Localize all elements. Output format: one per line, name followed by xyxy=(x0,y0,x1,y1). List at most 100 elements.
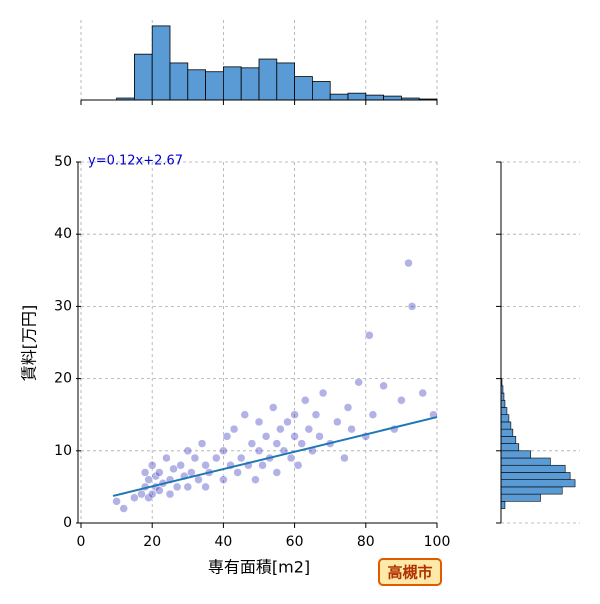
point xyxy=(155,468,164,477)
point xyxy=(147,489,157,499)
y-tick-label: 40 xyxy=(54,226,72,242)
hist-bar xyxy=(500,486,563,495)
point xyxy=(219,446,228,456)
point xyxy=(365,331,374,340)
point xyxy=(155,486,164,495)
hist-bar xyxy=(187,69,207,101)
point xyxy=(172,482,182,492)
point xyxy=(283,417,292,427)
hist-bar xyxy=(329,93,349,101)
hist-bar xyxy=(500,450,531,459)
point xyxy=(368,410,378,419)
point xyxy=(144,493,153,502)
hist-bar xyxy=(500,479,576,488)
point xyxy=(165,489,175,499)
point xyxy=(240,410,250,419)
x-tick-label: 0 xyxy=(77,534,86,550)
point xyxy=(293,460,303,470)
hist-bar xyxy=(500,443,520,452)
point xyxy=(212,453,221,463)
point xyxy=(304,424,314,434)
point xyxy=(379,381,388,391)
badge-box xyxy=(378,558,442,586)
hist-bar xyxy=(500,407,508,416)
y-tick-label: 20 xyxy=(54,371,72,387)
point xyxy=(222,432,232,441)
point xyxy=(311,410,321,419)
hist-bar xyxy=(500,464,566,473)
point xyxy=(397,396,406,405)
point xyxy=(130,493,139,502)
point xyxy=(251,475,260,484)
point xyxy=(236,453,246,463)
hist-bar xyxy=(311,81,331,101)
y-tick-label: 50 xyxy=(54,154,72,170)
x-tick-label: 20 xyxy=(143,534,161,550)
x-axis-label: 専有面積[m2] xyxy=(208,558,310,577)
point xyxy=(354,377,363,387)
point xyxy=(318,388,328,398)
point xyxy=(276,424,285,434)
hist-bar xyxy=(294,76,313,101)
point xyxy=(176,460,185,470)
badge: 高槻市 xyxy=(387,564,432,582)
regression-line xyxy=(112,416,438,497)
point xyxy=(219,475,228,484)
point xyxy=(194,475,203,484)
hist-bar xyxy=(500,472,571,480)
hist-bar xyxy=(500,428,514,437)
point xyxy=(340,453,349,463)
point xyxy=(229,424,239,434)
hist-bar xyxy=(500,436,517,444)
hist-bar xyxy=(500,421,512,430)
hist-bar xyxy=(276,62,295,101)
point xyxy=(272,439,282,448)
point xyxy=(144,475,153,484)
hist-bar xyxy=(169,62,189,101)
point xyxy=(333,417,342,427)
point xyxy=(201,482,210,492)
point xyxy=(315,432,324,441)
point xyxy=(147,460,157,470)
hist-bar xyxy=(500,493,541,502)
point xyxy=(290,410,299,419)
x-tick-label: 80 xyxy=(357,534,375,550)
point xyxy=(162,453,171,463)
point xyxy=(201,460,210,470)
hist-bar xyxy=(383,95,402,101)
hist-bar xyxy=(500,414,510,423)
point xyxy=(247,439,257,448)
point xyxy=(197,439,207,448)
hist-bar xyxy=(133,53,153,101)
point xyxy=(297,439,306,448)
hist-bar xyxy=(151,25,171,101)
point xyxy=(290,432,299,441)
point xyxy=(254,446,264,456)
hist-bar xyxy=(205,71,224,101)
point xyxy=(404,258,413,268)
point xyxy=(261,432,271,441)
hist-bar xyxy=(240,67,260,101)
point xyxy=(268,403,278,412)
point xyxy=(169,464,178,474)
point xyxy=(418,388,428,398)
hist-bar xyxy=(347,92,367,101)
point xyxy=(286,453,296,463)
point xyxy=(190,453,200,463)
hist-bar xyxy=(258,58,278,101)
point xyxy=(301,396,310,405)
point xyxy=(137,489,146,499)
point xyxy=(119,504,128,513)
y-axis-label: 賃料[万円] xyxy=(20,305,39,382)
hist-bar xyxy=(500,399,506,408)
y-tick-label: 0 xyxy=(63,515,72,531)
point xyxy=(258,460,267,470)
point xyxy=(151,471,161,481)
point xyxy=(347,424,356,434)
hist-bar xyxy=(500,457,551,466)
point xyxy=(233,468,242,477)
hist-bar xyxy=(500,501,506,509)
point xyxy=(272,468,282,477)
point xyxy=(343,403,353,412)
